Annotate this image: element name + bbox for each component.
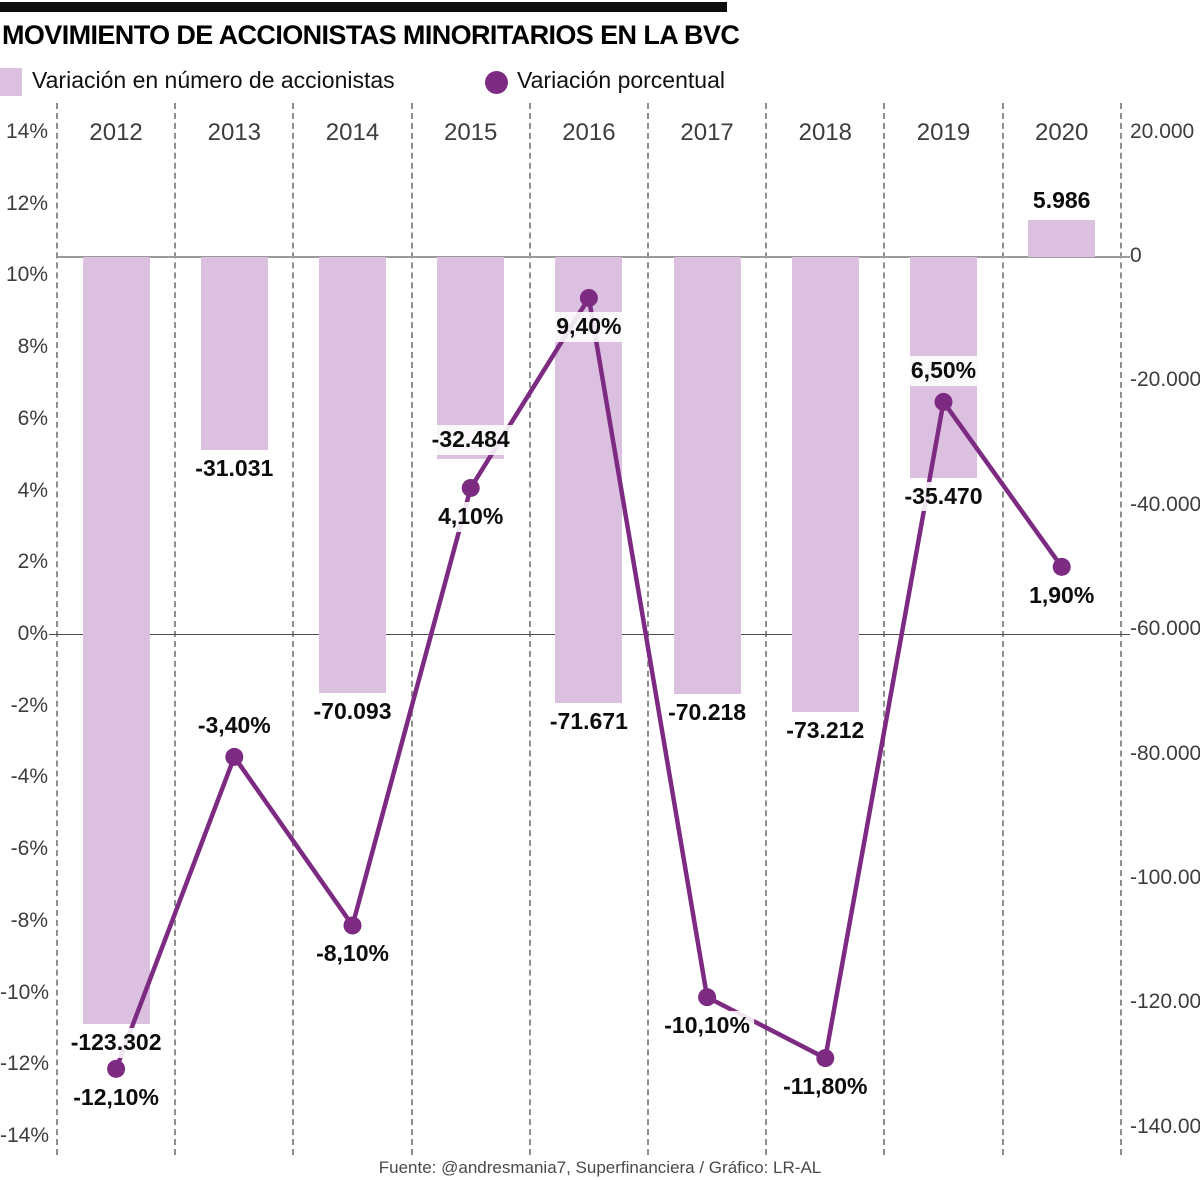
right-axis-tick: 20.000 [1130,119,1195,143]
year-label-2014: 2014 [325,119,380,146]
title-accent-bar [0,2,727,12]
line-legend-dot-icon [485,71,508,94]
right-axis-tick: -120.000 [1130,990,1200,1014]
pct-value-label-2013: -3,40% [193,710,275,741]
bar-value-label-2017: -70.218 [664,697,751,728]
bar-value-label-2014: -70.093 [309,696,396,727]
bar-legend-swatch-icon [0,68,22,96]
bar-value-label-2013: -31.031 [191,454,278,484]
column-divider-line [647,103,649,1155]
right-axis-tick: -40.000 [1130,492,1200,516]
line-point-2016 [579,288,598,307]
pct-line [113,295,1064,1070]
bar-2020 [1028,219,1096,257]
left-axis-tick: 6% [17,406,48,430]
right-axis-tick: -20.000 [1130,368,1200,392]
bar-2017 [673,257,741,694]
year-label-2019: 2019 [916,119,971,146]
pct-value-label-2019: 6,50% [906,355,981,386]
left-axis-tick: -12% [0,1052,50,1076]
left-axis-tick: 4% [17,478,48,502]
right-axis-tick: -100.000 [1130,866,1200,889]
pct-value-label-2020: 1,90% [1025,580,1099,611]
column-divider-line [1119,103,1122,1155]
pct-value-label-2012: -12,10% [69,1082,163,1113]
column-divider-line [528,103,531,1155]
left-axis-tick: -2% [10,693,48,717]
column-divider-line [883,103,886,1155]
bar-2013 [200,257,268,450]
column-divider-line [56,103,58,1155]
year-label-2013: 2013 [207,119,261,146]
bar-value-label-2016: -71.671 [545,706,632,737]
bar-value-label-2015: -32.484 [427,425,514,455]
year-label-2018: 2018 [798,119,852,146]
column-divider-line [1001,103,1004,1155]
year-label-2020: 2020 [1034,119,1089,146]
line-point-2014 [343,916,362,935]
bar-value-label-2019: -35.470 [900,481,987,512]
legend-line-label: Variación porcentual [517,67,725,93]
legend-bars-label: Variación en número de accionistas [32,67,395,93]
pct-value-label-2014: -8,10% [312,939,393,970]
bar-value-label-2018: -73.212 [782,716,869,746]
right-axis-tick: -80.000 [1130,741,1200,765]
left-axis-tick: -10% [0,980,50,1004]
bar-2014 [319,257,386,693]
chart-title: MOVIMIENTO DE ACCIONISTAS MINORITARIOS E… [2,20,740,50]
pct-value-label-2017: -10,10% [660,1011,754,1041]
year-label-2012: 2012 [89,119,143,146]
line-point-2012 [107,1059,126,1078]
year-label-2016: 2016 [562,119,616,146]
line-point-2017 [698,988,717,1007]
left-axis-tick: -8% [10,908,48,932]
line-point-2015 [461,478,480,497]
left-axis-tick: 0% [17,622,48,645]
pct-value-label-2015: 4,10% [434,501,508,532]
right-axis-tick: -140.000 [1130,1114,1200,1138]
left-axis-tick: -4% [10,765,48,789]
left-axis-tick: 10% [5,263,48,287]
line-point-2018 [816,1049,835,1068]
left-axis-tick: -6% [10,837,48,861]
right-axis-tick: 0 [1130,244,1142,267]
column-divider-line [174,103,177,1155]
pct-value-label-2016: 9,40% [552,311,626,342]
left-axis-tick: 12% [5,191,48,215]
year-label-2015: 2015 [443,119,498,146]
line-point-2013 [225,747,244,766]
bar-value-label-2012: -123.302 [66,1027,166,1058]
bar-2018 [791,257,859,713]
left-axis-tick: 2% [17,550,48,574]
column-divider-line [765,103,768,1155]
left-axis-tick: -14% [0,1123,50,1147]
column-divider-line [410,103,413,1155]
right-axis-tick: -60.000 [1130,617,1200,641]
line-point-2020 [1052,557,1071,576]
bar-value-label-2020: 5.986 [1028,185,1095,216]
left-axis-tick: 8% [17,335,48,359]
year-label-2017: 2017 [680,119,734,146]
bar-2012 [82,257,150,1024]
left-axis-tick: 14% [5,120,48,143]
pct-value-label-2018: -11,80% [779,1072,872,1102]
line-point-2019 [934,392,953,411]
source-caption: Fuente: @andresmania7, Superfinanciera /… [378,1158,822,1177]
column-divider-line [292,103,295,1155]
